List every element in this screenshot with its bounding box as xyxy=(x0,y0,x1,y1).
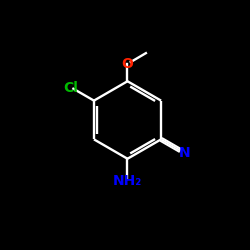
Text: O: O xyxy=(122,57,134,71)
Text: N: N xyxy=(179,146,191,160)
Text: NH₂: NH₂ xyxy=(113,174,142,188)
Text: Cl: Cl xyxy=(63,80,78,94)
